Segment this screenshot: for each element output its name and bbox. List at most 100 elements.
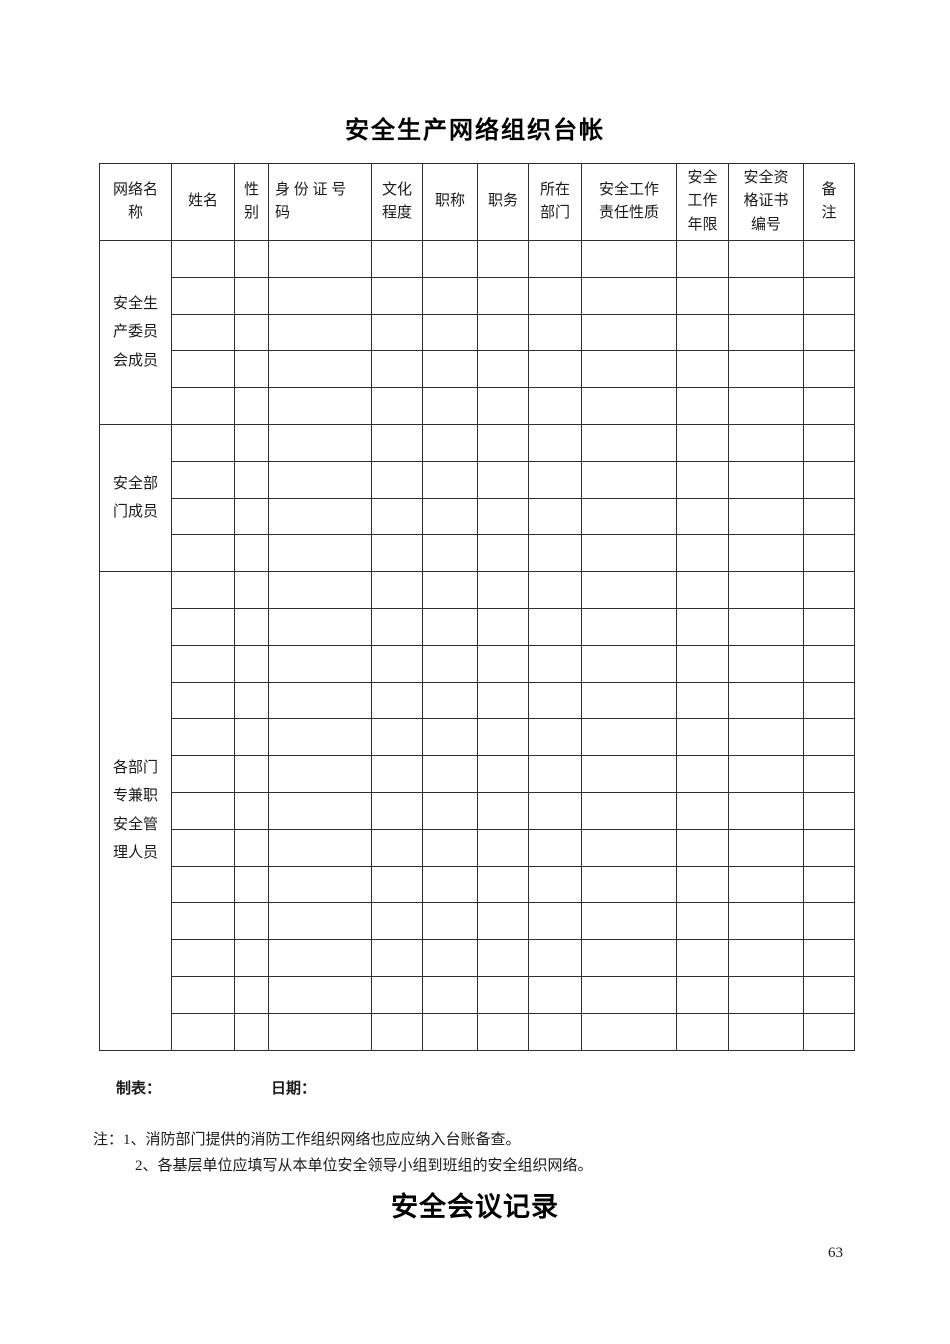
table-row: [100, 387, 855, 425]
empty-cell: [234, 387, 269, 425]
empty-cell: [371, 865, 423, 904]
empty-cell: [581, 276, 677, 315]
empty-cell: [728, 423, 804, 462]
empty-cell: [171, 828, 235, 867]
empty-cell: [728, 939, 804, 977]
empty-cell: [477, 534, 529, 573]
table-row: [100, 534, 855, 573]
empty-cell: [268, 460, 372, 499]
empty-cell: [422, 902, 478, 941]
empty-cell: [528, 276, 582, 315]
empty-cell: [371, 313, 423, 352]
empty-cell: [676, 423, 729, 462]
empty-cell: [728, 460, 804, 499]
empty-cell: [803, 828, 855, 867]
table-row: [100, 607, 855, 646]
empty-cell: [477, 423, 529, 462]
empty-cell: [171, 607, 235, 646]
column-header-6: 职称: [422, 163, 478, 241]
empty-cell: [268, 313, 372, 352]
empty-cell: [581, 975, 677, 1014]
empty-cell: [171, 460, 235, 499]
empty-cell: [171, 939, 235, 977]
empty-cell: [676, 681, 729, 720]
empty-cell: [803, 939, 855, 977]
empty-cell: [528, 718, 582, 757]
empty-cell: [234, 534, 269, 573]
table-row: [100, 718, 855, 757]
empty-cell: [676, 644, 729, 683]
empty-cell: [728, 865, 804, 904]
empty-cell: [803, 1012, 855, 1051]
empty-cell: [581, 939, 677, 977]
empty-cell: [268, 718, 372, 757]
empty-cell: [477, 791, 529, 830]
empty-cell: [268, 975, 372, 1014]
empty-cell: [234, 240, 269, 278]
empty-cell: [528, 607, 582, 646]
empty-cell: [728, 350, 804, 389]
empty-cell: [803, 975, 855, 1014]
empty-cell: [234, 975, 269, 1014]
page-number: 63: [828, 1245, 843, 1261]
empty-cell: [728, 755, 804, 793]
empty-cell: [803, 313, 855, 352]
empty-cell: [422, 975, 478, 1014]
empty-cell: [676, 828, 729, 867]
empty-cell: [728, 791, 804, 830]
empty-cell: [422, 755, 478, 793]
table-row: [100, 276, 855, 315]
empty-cell: [676, 718, 729, 757]
empty-cell: [728, 1012, 804, 1051]
note-line-1: 注：1、消防部门提供的消防工作组织网络也应应纳入台账备查。: [93, 1127, 593, 1153]
empty-cell: [422, 534, 478, 573]
empty-cell: [234, 865, 269, 904]
table-row: [100, 902, 855, 941]
empty-cell: [234, 276, 269, 315]
empty-cell: [234, 755, 269, 793]
empty-cell: [676, 276, 729, 315]
empty-cell: [268, 607, 372, 646]
empty-cell: [477, 1012, 529, 1051]
note-item-1: 1、消防部门提供的消防工作组织网络也应应纳入台账备查。: [123, 1132, 521, 1148]
empty-cell: [477, 276, 529, 315]
empty-cell: [676, 350, 729, 389]
column-header-7: 职务: [477, 163, 529, 241]
empty-cell: [371, 276, 423, 315]
ledger-body: 安全生 产委员 会成员 安全部 门成员 各部门 专兼职 安全管 理人员: [99, 240, 855, 1051]
empty-cell: [528, 534, 582, 573]
empty-cell: [171, 1012, 235, 1051]
page-title: 安全生产网络组织台帐: [345, 117, 605, 144]
empty-cell: [234, 681, 269, 720]
empty-cell: [528, 644, 582, 683]
empty-cell: [422, 644, 478, 683]
empty-cell: [581, 497, 677, 536]
empty-cell: [728, 534, 804, 573]
header-row: 网络名 称姓名性 别身 份 证 号 码文化 程度 职称 职务 所在 部门 安全工作 责任…: [99, 163, 855, 241]
empty-cell: [234, 571, 269, 609]
ledger-table: 网络名 称姓名性 别身 份 证 号 码文化 程度 职称 职务 所在 部门 安全工作 责任…: [99, 163, 855, 1051]
empty-cell: [234, 350, 269, 389]
empty-cell: [422, 460, 478, 499]
empty-cell: [581, 571, 677, 609]
note-line-2: 2、各基层单位应填写从本单位安全领导小组到班组的安全组织网络。: [135, 1153, 593, 1179]
empty-cell: [528, 1012, 582, 1051]
empty-cell: [268, 1012, 372, 1051]
column-header-12: 备 注: [803, 163, 855, 241]
empty-cell: [803, 350, 855, 389]
empty-cell: [581, 460, 677, 499]
empty-cell: [728, 387, 804, 425]
empty-cell: [268, 755, 372, 793]
empty-cell: [171, 718, 235, 757]
empty-cell: [268, 534, 372, 573]
empty-cell: [803, 607, 855, 646]
empty-cell: [477, 497, 529, 536]
empty-cell: [371, 534, 423, 573]
empty-cell: [234, 607, 269, 646]
empty-cell: [234, 497, 269, 536]
empty-cell: [422, 276, 478, 315]
empty-cell: [528, 975, 582, 1014]
empty-cell: [477, 387, 529, 425]
empty-cell: [676, 313, 729, 352]
table-row: [100, 755, 855, 793]
